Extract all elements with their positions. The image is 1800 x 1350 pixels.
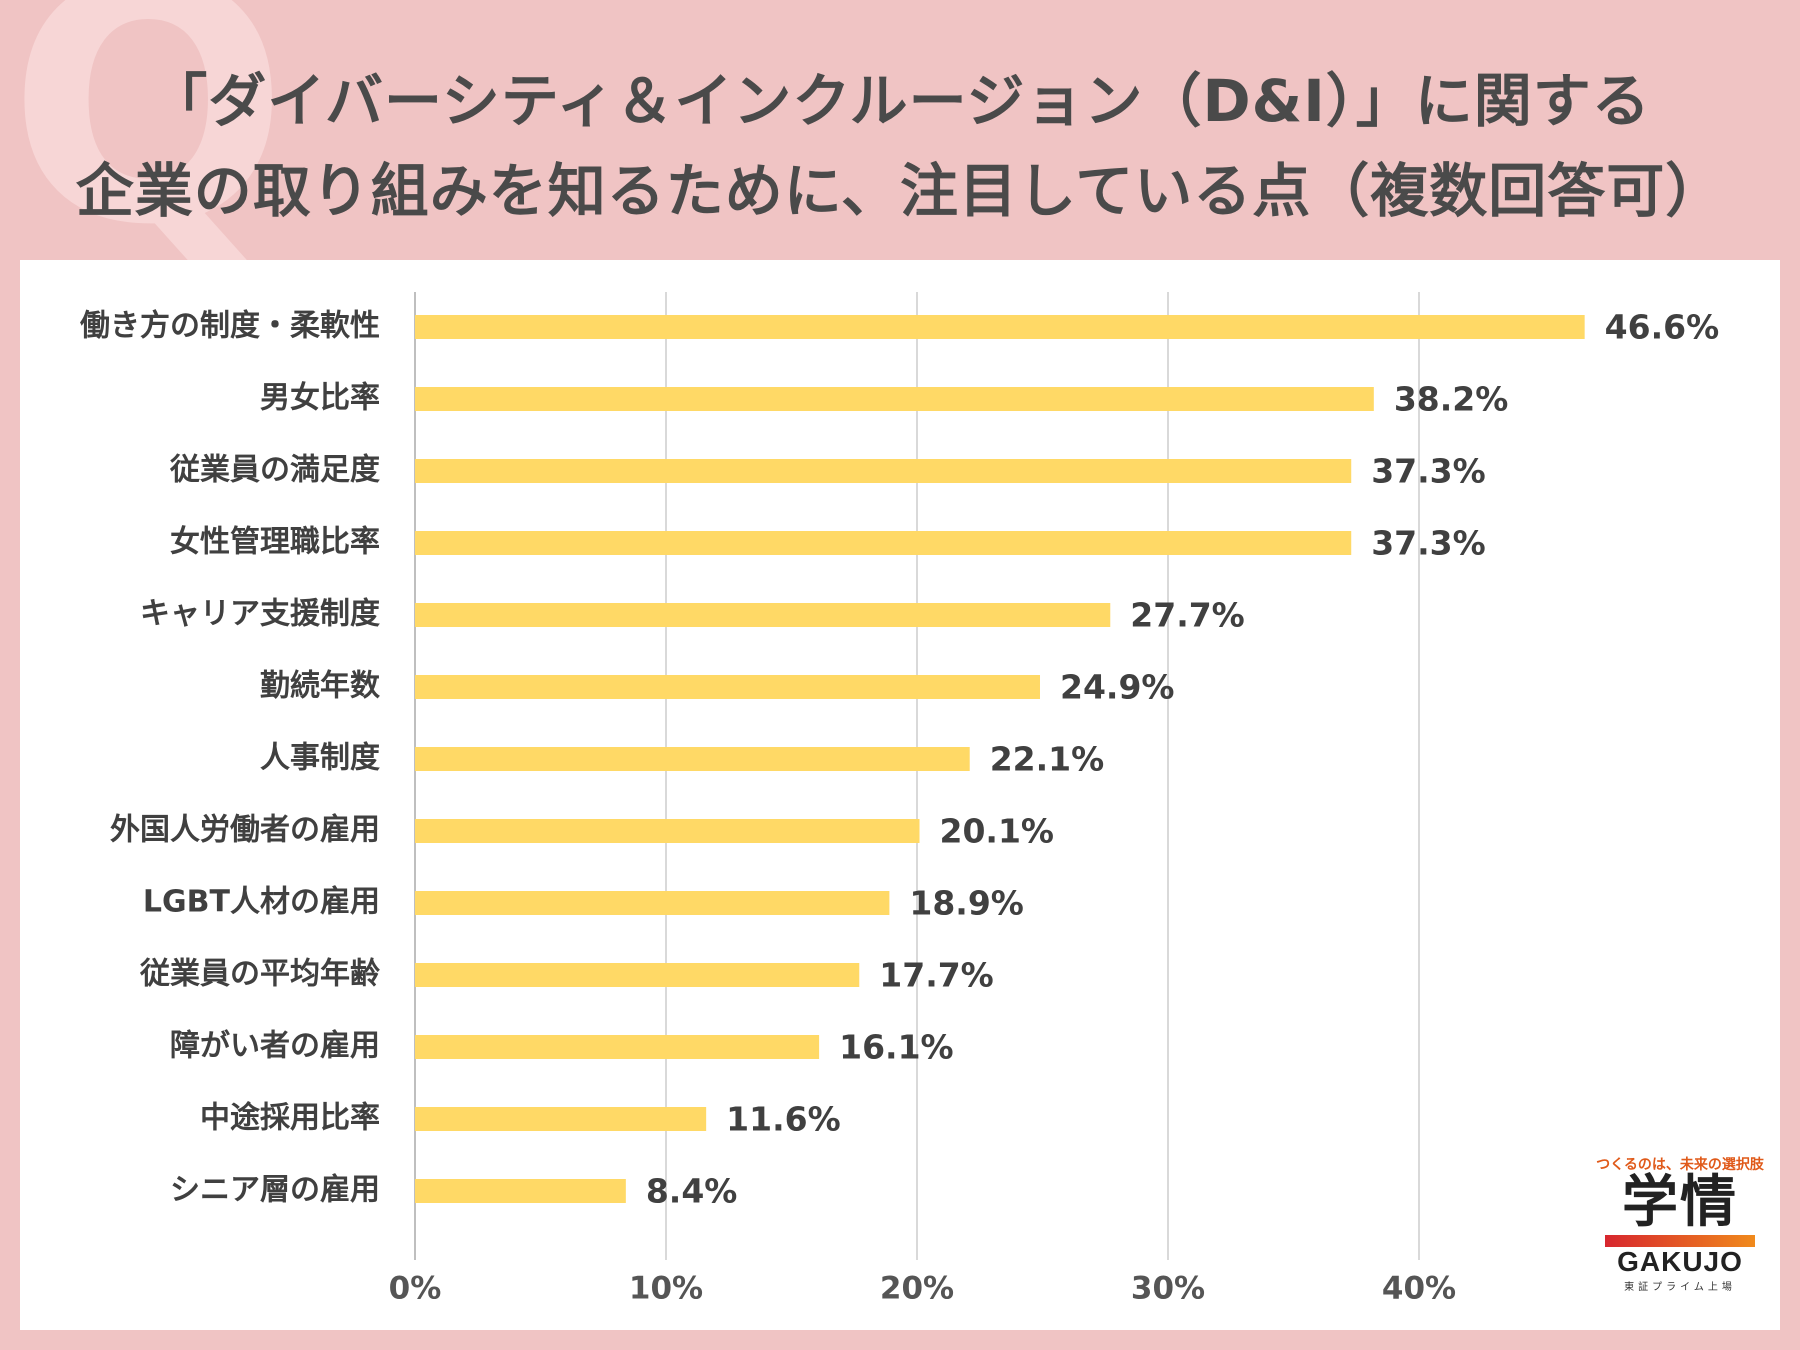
value-label: 24.9% [1060, 668, 1175, 707]
bar [415, 1107, 707, 1131]
value-label: 27.7% [1130, 596, 1245, 635]
bar [415, 819, 920, 843]
chart-title-line1: 「ダイバーシティ＆インクルージョン（D&I）」に関する [149, 67, 1651, 135]
bar [415, 747, 970, 771]
bar [415, 1179, 626, 1203]
category-label: 男女比率 [260, 381, 380, 416]
value-label: 46.6% [1605, 308, 1720, 347]
category-label: 人事制度 [260, 741, 380, 776]
category-label: 障がい者の雇用 [170, 1029, 380, 1064]
value-label: 37.3% [1371, 524, 1486, 563]
x-tick-label: 20% [880, 1271, 954, 1307]
bar [415, 963, 860, 987]
category-label: LGBT人材の雇用 [143, 885, 380, 920]
logo-name-ja: 学情 [1622, 1170, 1738, 1235]
gakujo-logo: つくるのは、未来の選択肢 学情 GAKUJO 東証プライム上場 [1585, 1150, 1775, 1320]
bar [415, 387, 1374, 411]
x-tick-label: 40% [1382, 1271, 1456, 1307]
value-label: 8.4% [646, 1172, 738, 1211]
logo-gradient-bar [1605, 1234, 1755, 1247]
bar [415, 675, 1040, 699]
value-label: 22.1% [990, 740, 1104, 779]
category-label: 中途採用比率 [200, 1101, 380, 1136]
bar [415, 1035, 820, 1059]
bar [415, 531, 1352, 555]
chart-title-line2: 企業の取り組みを知るために、注目している点（複数回答可） [75, 157, 1725, 225]
bar-chart: 0% 10% 20% 30% 40% 働き方の制度・柔軟性 46.6% 男女比率 38.2% 従業… [79, 292, 1720, 1307]
category-label: 勤続年数 [260, 669, 381, 704]
category-label: 働き方の制度・柔軟性 [79, 309, 380, 344]
bar [415, 315, 1585, 339]
x-tick-label: 0% [389, 1271, 442, 1307]
x-tick-label: 10% [629, 1271, 703, 1307]
value-label: 37.3% [1371, 452, 1486, 491]
value-label: 20.1% [940, 812, 1055, 851]
category-label: シニア層の雇用 [170, 1173, 380, 1208]
value-label: 11.6% [726, 1100, 841, 1139]
category-label: キャリア支援制度 [140, 597, 380, 632]
logo-subtitle: 東証プライム上場 [1624, 1281, 1736, 1293]
chart-panel: 0% 10% 20% 30% 40% 働き方の制度・柔軟性 46.6% 男女比率 38.2% 従業… [20, 260, 1780, 1330]
bar [415, 891, 890, 915]
q-decoration: Q [8, 0, 289, 297]
bar [415, 603, 1111, 627]
value-label: 17.7% [879, 956, 994, 995]
value-label: 18.9% [909, 884, 1024, 923]
category-label: 女性管理職比率 [170, 525, 380, 560]
category-label: 外国人労働者の雇用 [110, 813, 380, 848]
logo-tagline: つくるのは、未来の選択肢 [1596, 1157, 1764, 1173]
x-tick-label: 30% [1131, 1271, 1205, 1307]
category-label: 従業員の平均年齢 [139, 957, 380, 992]
value-label: 38.2% [1394, 380, 1509, 419]
logo-name-en: GAKUJO [1617, 1245, 1743, 1277]
value-label: 16.1% [839, 1028, 954, 1067]
bar [415, 459, 1352, 483]
category-label: 従業員の満足度 [169, 453, 380, 488]
